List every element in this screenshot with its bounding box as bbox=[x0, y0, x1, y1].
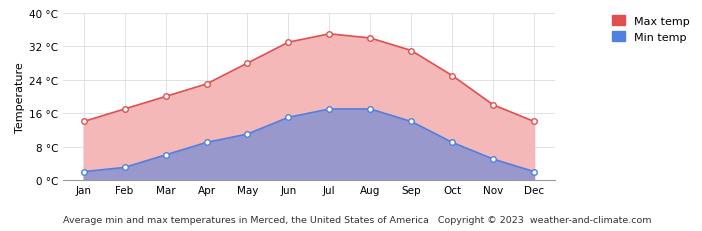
Legend: Max temp, Min temp: Max temp, Min temp bbox=[609, 12, 693, 46]
Y-axis label: Temperature: Temperature bbox=[15, 62, 25, 132]
Text: Average min and max temperatures in Merced, the United States of America   Copyr: Average min and max temperatures in Merc… bbox=[63, 215, 651, 224]
